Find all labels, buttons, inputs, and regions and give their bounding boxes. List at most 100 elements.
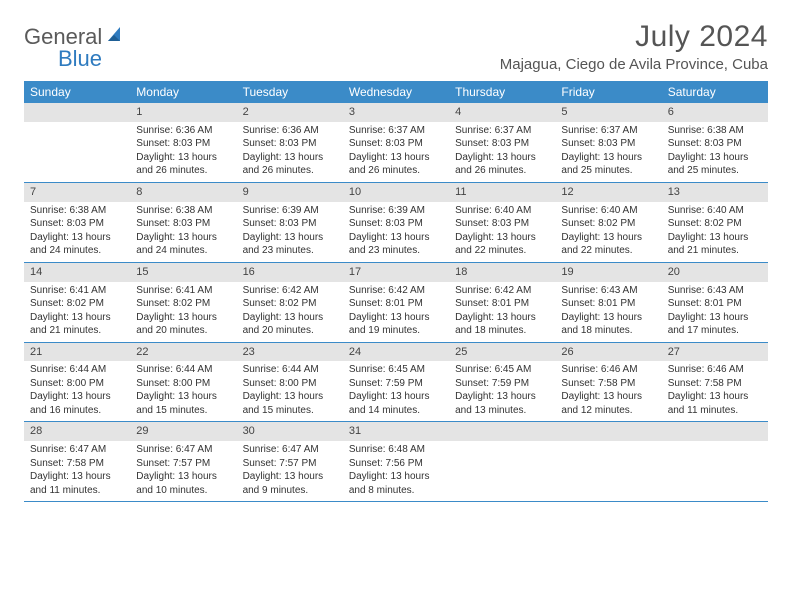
week-row: 28Sunrise: 6:47 AMSunset: 7:58 PMDayligh… [24,422,768,502]
location-text: Majagua, Ciego de Avila Province, Cuba [500,56,768,73]
day-body [24,122,130,128]
weekday-header: Tuesday [237,81,343,103]
day-body: Sunrise: 6:42 AMSunset: 8:01 PMDaylight:… [449,282,555,342]
day-number: 31 [343,422,449,441]
day-cell: 26Sunrise: 6:46 AMSunset: 7:58 PMDayligh… [555,343,661,422]
day-number: 8 [130,183,236,202]
day-cell: 28Sunrise: 6:47 AMSunset: 7:58 PMDayligh… [24,422,130,501]
day-line: Daylight: 13 hours and 24 minutes. [136,231,230,258]
day-line: Daylight: 13 hours and 22 minutes. [561,231,655,258]
weekday-header: Sunday [24,81,130,103]
day-cell: 29Sunrise: 6:47 AMSunset: 7:57 PMDayligh… [130,422,236,501]
day-line: Sunset: 8:03 PM [668,137,762,151]
day-line: Sunset: 7:58 PM [561,377,655,391]
day-line: Sunrise: 6:38 AM [668,124,762,138]
day-line: Sunset: 8:03 PM [30,217,124,231]
day-number: 26 [555,343,661,362]
day-line: Daylight: 13 hours and 8 minutes. [349,470,443,497]
day-body: Sunrise: 6:40 AMSunset: 8:03 PMDaylight:… [449,202,555,262]
month-title: July 2024 [500,20,768,54]
day-line: Sunset: 8:02 PM [561,217,655,231]
day-number: 11 [449,183,555,202]
day-line: Sunrise: 6:37 AM [455,124,549,138]
day-cell: 1Sunrise: 6:36 AMSunset: 8:03 PMDaylight… [130,103,236,182]
day-line: Daylight: 13 hours and 14 minutes. [349,390,443,417]
day-body: Sunrise: 6:40 AMSunset: 8:02 PMDaylight:… [662,202,768,262]
day-number: 22 [130,343,236,362]
day-line: Daylight: 13 hours and 13 minutes. [455,390,549,417]
day-cell: 23Sunrise: 6:44 AMSunset: 8:00 PMDayligh… [237,343,343,422]
day-line: Sunrise: 6:45 AM [349,363,443,377]
day-cell: 5Sunrise: 6:37 AMSunset: 8:03 PMDaylight… [555,103,661,182]
day-body [662,441,768,447]
day-body: Sunrise: 6:42 AMSunset: 8:02 PMDaylight:… [237,282,343,342]
day-body: Sunrise: 6:42 AMSunset: 8:01 PMDaylight:… [343,282,449,342]
day-cell: 9Sunrise: 6:39 AMSunset: 8:03 PMDaylight… [237,183,343,262]
day-cell: 25Sunrise: 6:45 AMSunset: 7:59 PMDayligh… [449,343,555,422]
day-body: Sunrise: 6:44 AMSunset: 8:00 PMDaylight:… [130,361,236,421]
day-line: Sunset: 8:03 PM [349,217,443,231]
day-line: Sunrise: 6:39 AM [349,204,443,218]
day-line: Sunrise: 6:43 AM [561,284,655,298]
day-number [24,103,130,122]
day-line: Sunrise: 6:42 AM [243,284,337,298]
day-line: Sunrise: 6:38 AM [30,204,124,218]
day-number: 21 [24,343,130,362]
day-line: Sunrise: 6:47 AM [30,443,124,457]
day-cell: 20Sunrise: 6:43 AMSunset: 8:01 PMDayligh… [662,263,768,342]
day-line: Sunset: 8:00 PM [243,377,337,391]
day-number: 27 [662,343,768,362]
day-line: Sunrise: 6:46 AM [561,363,655,377]
day-line: Daylight: 13 hours and 10 minutes. [136,470,230,497]
logo-sail-icon [106,25,126,50]
day-line: Daylight: 13 hours and 18 minutes. [561,311,655,338]
day-number: 24 [343,343,449,362]
day-line: Daylight: 13 hours and 23 minutes. [349,231,443,258]
day-line: Daylight: 13 hours and 20 minutes. [136,311,230,338]
day-line: Sunrise: 6:40 AM [455,204,549,218]
day-line: Daylight: 13 hours and 17 minutes. [668,311,762,338]
day-body: Sunrise: 6:47 AMSunset: 7:57 PMDaylight:… [130,441,236,501]
day-body: Sunrise: 6:47 AMSunset: 7:57 PMDaylight:… [237,441,343,501]
day-body: Sunrise: 6:36 AMSunset: 8:03 PMDaylight:… [130,122,236,182]
day-number: 12 [555,183,661,202]
day-line: Sunset: 8:01 PM [561,297,655,311]
logo-text-blue: Blue [58,46,102,72]
day-line: Sunset: 8:00 PM [136,377,230,391]
day-line: Sunset: 8:03 PM [136,217,230,231]
day-number: 18 [449,263,555,282]
day-cell: 6Sunrise: 6:38 AMSunset: 8:03 PMDaylight… [662,103,768,182]
day-line: Sunset: 8:03 PM [349,137,443,151]
day-line: Sunset: 7:58 PM [668,377,762,391]
day-line: Daylight: 13 hours and 11 minutes. [30,470,124,497]
day-number: 29 [130,422,236,441]
weekday-header: Monday [130,81,236,103]
day-body: Sunrise: 6:37 AMSunset: 8:03 PMDaylight:… [555,122,661,182]
day-line: Sunrise: 6:36 AM [136,124,230,138]
day-body: Sunrise: 6:44 AMSunset: 8:00 PMDaylight:… [24,361,130,421]
day-body: Sunrise: 6:43 AMSunset: 8:01 PMDaylight:… [555,282,661,342]
day-body [449,441,555,447]
logo-blue-row: Blue [58,42,102,72]
day-line: Daylight: 13 hours and 24 minutes. [30,231,124,258]
day-cell: 2Sunrise: 6:36 AMSunset: 8:03 PMDaylight… [237,103,343,182]
day-line: Sunset: 8:03 PM [243,137,337,151]
day-body: Sunrise: 6:40 AMSunset: 8:02 PMDaylight:… [555,202,661,262]
day-line: Sunrise: 6:42 AM [455,284,549,298]
day-body: Sunrise: 6:46 AMSunset: 7:58 PMDaylight:… [555,361,661,421]
day-line: Sunset: 7:59 PM [455,377,549,391]
day-line: Daylight: 13 hours and 25 minutes. [668,151,762,178]
weekday-header: Thursday [449,81,555,103]
day-body: Sunrise: 6:38 AMSunset: 8:03 PMDaylight:… [130,202,236,262]
day-line: Sunrise: 6:45 AM [455,363,549,377]
day-line: Daylight: 13 hours and 21 minutes. [668,231,762,258]
day-line: Sunset: 8:03 PM [136,137,230,151]
day-line: Sunrise: 6:42 AM [349,284,443,298]
day-number [449,422,555,441]
day-cell: 24Sunrise: 6:45 AMSunset: 7:59 PMDayligh… [343,343,449,422]
day-cell: 17Sunrise: 6:42 AMSunset: 8:01 PMDayligh… [343,263,449,342]
day-body: Sunrise: 6:45 AMSunset: 7:59 PMDaylight:… [343,361,449,421]
day-number: 9 [237,183,343,202]
day-line: Daylight: 13 hours and 26 minutes. [136,151,230,178]
day-body: Sunrise: 6:39 AMSunset: 8:03 PMDaylight:… [237,202,343,262]
